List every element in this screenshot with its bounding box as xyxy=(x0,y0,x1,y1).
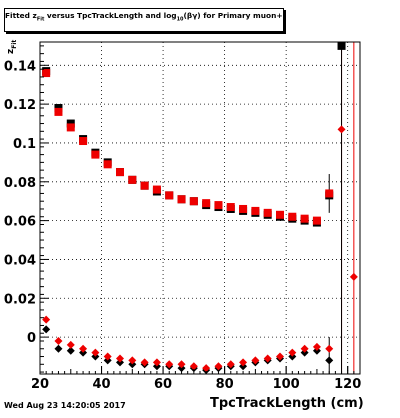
data-point-square xyxy=(91,150,100,159)
y-tick-label: 0.06 xyxy=(4,215,36,230)
data-point-square xyxy=(54,107,63,116)
x-tick-label: 80 xyxy=(216,377,234,392)
data-point-square xyxy=(177,195,186,204)
data-point-diamond xyxy=(189,362,198,371)
data-point-diamond xyxy=(349,272,358,281)
data-point-diamond xyxy=(152,358,161,367)
data-point-square xyxy=(288,212,297,221)
title-sub-fit: Fit xyxy=(36,16,45,23)
data-point-diamond xyxy=(239,358,248,367)
title-post: (βγ) for Primary muon+ xyxy=(183,11,283,20)
data-point-square xyxy=(189,197,198,206)
x-tick-label: 20 xyxy=(31,377,49,392)
data-point-diamond xyxy=(214,362,223,371)
data-point-diamond xyxy=(116,354,124,363)
data-point-diamond xyxy=(226,360,235,369)
data-point-square xyxy=(202,199,211,208)
y-tick-label: 0.02 xyxy=(4,292,36,307)
data-point-diamond xyxy=(66,340,75,349)
y-tick-label: 0.12 xyxy=(4,98,36,113)
data-point-diamond xyxy=(140,358,149,367)
data-point-square xyxy=(128,175,137,184)
data-point-square xyxy=(251,206,260,215)
data-point-square xyxy=(325,189,334,198)
y-axis-label: zFit xyxy=(6,40,18,54)
data-point-diamond xyxy=(337,125,346,134)
y-axis-label-main: z xyxy=(6,48,16,54)
data-point-diamond xyxy=(263,354,272,363)
x-tick-label: 60 xyxy=(154,377,172,392)
data-point-diamond xyxy=(312,342,321,351)
data-point-diamond xyxy=(54,336,63,345)
data-point-diamond xyxy=(91,348,100,357)
data-point-square xyxy=(103,160,112,169)
data-point-square xyxy=(276,210,284,219)
data-point-square xyxy=(226,203,235,212)
data-point-diamond xyxy=(54,344,63,353)
data-point-square xyxy=(263,208,272,217)
title-sub-10: 10 xyxy=(176,16,184,23)
data-point-square xyxy=(66,123,75,132)
data-point-square xyxy=(300,214,309,223)
data-point-diamond xyxy=(202,364,211,373)
x-axis-label: TpcTrackLength (cm) xyxy=(210,396,364,411)
data-point-diamond xyxy=(128,356,137,365)
data-point-square xyxy=(337,41,346,50)
data-point-diamond xyxy=(300,344,309,353)
data-point-square xyxy=(214,201,223,210)
y-axis-label-sub: Fit xyxy=(10,39,18,49)
data-point-diamond xyxy=(103,352,112,361)
y-tick-label: 0 xyxy=(27,331,36,346)
y-tick-label: 0.1 xyxy=(13,137,36,152)
data-point-square xyxy=(165,191,174,200)
y-tick-label: 0.14 xyxy=(4,59,36,74)
data-point-diamond xyxy=(79,344,88,353)
data-point-diamond xyxy=(251,356,260,365)
chart-title: Fitted zFit versus TpcTrackLength and lo… xyxy=(5,11,283,22)
x-tick-label: 120 xyxy=(334,377,361,392)
data-point-diamond xyxy=(177,360,186,369)
data-point-diamond xyxy=(42,325,51,334)
data-point-diamond xyxy=(276,352,284,361)
y-tick-label: 0.08 xyxy=(4,176,36,191)
data-point-square xyxy=(239,204,248,213)
data-point-square xyxy=(140,181,149,190)
data-point-diamond xyxy=(165,360,174,369)
data-point-diamond xyxy=(42,315,51,324)
x-tick-label: 40 xyxy=(92,377,110,392)
title-mid: versus TpcTrackLength and log xyxy=(44,11,177,20)
title-pre: Fitted z xyxy=(5,11,37,20)
chart-title-box xyxy=(4,8,284,32)
plot-area xyxy=(40,42,360,374)
data-point-square xyxy=(42,69,51,78)
data-point-square xyxy=(312,216,321,225)
data-point-square xyxy=(116,168,124,177)
footer-timestamp: Wed Aug 23 14:20:05 2017 xyxy=(4,401,126,410)
data-point-diamond xyxy=(66,346,75,355)
data-point-diamond xyxy=(325,356,334,365)
y-tick-label: 0.04 xyxy=(4,253,36,268)
x-tick-label: 100 xyxy=(273,377,300,392)
data-point-diamond xyxy=(325,344,334,353)
data-point-square xyxy=(79,137,88,146)
data-point-diamond xyxy=(288,348,297,357)
data-point-square xyxy=(152,185,161,194)
